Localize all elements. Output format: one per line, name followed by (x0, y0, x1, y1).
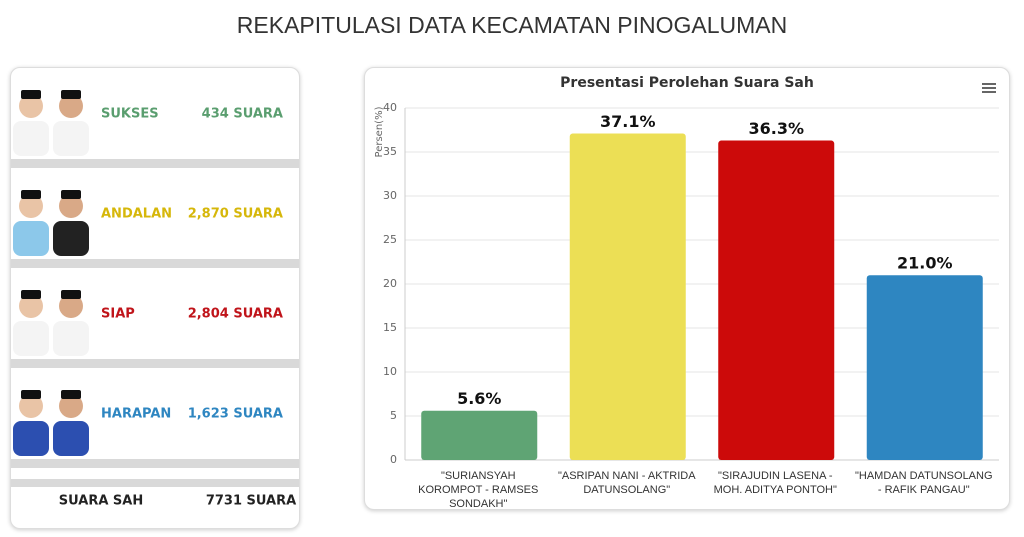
candidate-name: HARAPAN (101, 407, 171, 422)
candidate-name: SIAP (101, 307, 135, 322)
separator (11, 259, 299, 268)
chart: Presentasi Perolehan Suara Sah Persen(%) 0… (374, 75, 999, 466)
candidate-name: ANDALAN (101, 207, 172, 222)
photo-body (53, 421, 89, 456)
value-label: 36.3% (748, 119, 804, 138)
value-label: 5.6% (457, 389, 501, 408)
photo-body (13, 421, 49, 456)
photo-head (19, 94, 43, 118)
y-tick-label: 5 (390, 409, 397, 422)
candidate-votes: 434 SUARA (202, 107, 283, 122)
bar (866, 275, 983, 460)
photo-cap (61, 90, 81, 99)
x-tick-label: "SIRAJUDIN LASENA - MOH. ADITYA PONTOH" (713, 470, 837, 496)
y-tick-label: 10 (383, 365, 397, 378)
page-title: REKAPITULASI DATA KECAMATAN PINOGALUMAN (236, 12, 788, 38)
bar (569, 133, 686, 460)
total-label: SUARA SAH (59, 494, 143, 509)
value-label: 21.0% (897, 254, 953, 273)
candidate-votes: 2,870 SUARA (188, 207, 283, 222)
candidate-votes: 1,623 SUARA (188, 407, 283, 422)
photo-head (19, 194, 43, 218)
photo-body (53, 321, 89, 356)
candidate-votes: 2,804 SUARA (188, 307, 283, 322)
x-tick-label: "SURIANSYAH KOROMPOT - RAMSES SONDAKH" (418, 470, 539, 510)
photo-cap (61, 290, 81, 299)
separator (11, 359, 299, 368)
separator (11, 459, 299, 468)
separator (11, 479, 299, 487)
photo-cap (21, 190, 41, 199)
bar (421, 410, 538, 460)
photo-cap (21, 390, 41, 399)
photo-head (19, 294, 43, 318)
photo-cap (61, 390, 81, 399)
y-axis-title: Persen(%) (374, 106, 385, 157)
y-tick-label: 15 (383, 321, 397, 334)
chart-card: Presentasi Perolehan Suara Sah Persen(%) 0… (364, 67, 1010, 510)
candidate-name: SUKSES (101, 107, 159, 122)
candidate-list: SUKSES 434 SUARA ANDALAN 2,870 SUARA SIAP 2,8… (11, 90, 299, 509)
x-tick-label: "HAMDAN DATUNSOLANG - RAFIK PANGAU" (854, 470, 993, 496)
candidate-card: SUKSES 434 SUARA ANDALAN 2,870 SUARA SIAP 2,8… (10, 67, 300, 529)
photo-head (59, 294, 83, 318)
y-tick-label: 35 (383, 145, 397, 158)
separator (11, 159, 299, 168)
photo-cap (61, 190, 81, 199)
photo-cap (21, 90, 41, 99)
photo-head (19, 394, 43, 418)
photo-body (53, 221, 89, 256)
menu-icon-line (982, 83, 996, 85)
photo-body (13, 221, 49, 256)
photo-body (13, 121, 49, 156)
menu-icon-line (982, 91, 996, 93)
bar (718, 140, 835, 460)
y-tick-label: 40 (383, 101, 397, 114)
photo-head (59, 94, 83, 118)
photo-body (53, 121, 89, 156)
x-tick-label: "ASRIPAN NANI - AKTRIDA DATUNSOLANG" (557, 470, 696, 496)
total-value: 7731 SUARA (206, 494, 296, 509)
y-tick-label: 30 (383, 189, 397, 202)
value-label: 37.1% (600, 112, 656, 131)
chart-title: Presentasi Perolehan Suara Sah (560, 75, 814, 91)
photo-head (59, 194, 83, 218)
menu-icon-line (982, 87, 996, 89)
y-tick-label: 20 (383, 277, 397, 290)
y-tick-label: 0 (390, 453, 397, 466)
photo-body (13, 321, 49, 356)
photo-cap (21, 290, 41, 299)
menu-button[interactable] (982, 83, 996, 93)
y-tick-label: 25 (383, 233, 397, 246)
photo-head (59, 394, 83, 418)
